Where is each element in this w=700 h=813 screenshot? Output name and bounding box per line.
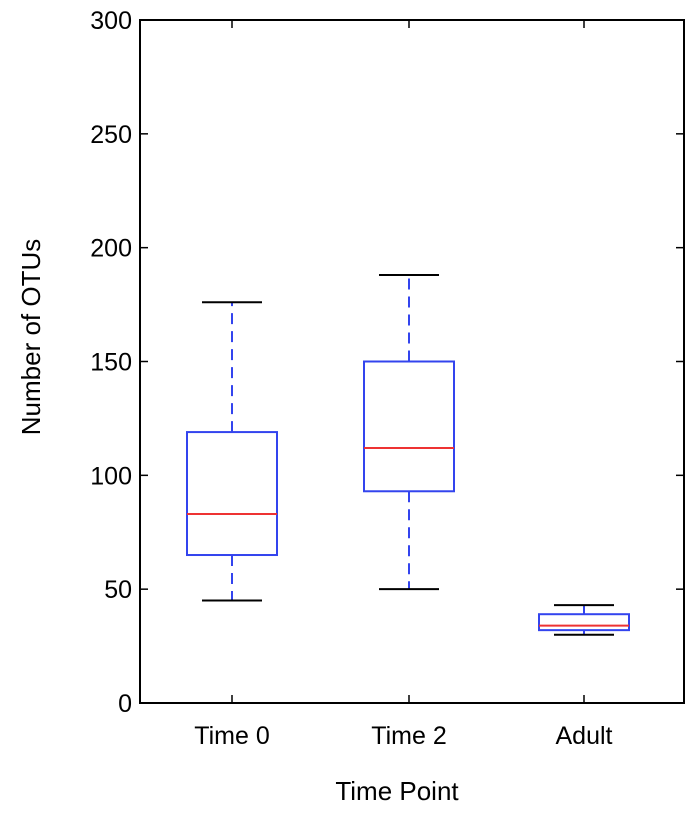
x-axis-ticks: Time 0 Time 2 Adult	[194, 20, 613, 750]
y-tick-label: 50	[104, 576, 132, 604]
x-axis-label: Time Point	[335, 776, 459, 806]
iqr-box	[186, 431, 278, 557]
iqr-box	[538, 613, 630, 632]
y-axis-label: Number of OTUs	[16, 239, 46, 436]
x-tick-label: Time 0	[194, 722, 269, 750]
y-axis-ticks: 0 50 100 150 200 250 300	[90, 7, 684, 718]
x-tick-label: Time 2	[371, 722, 446, 750]
box-time-0	[186, 301, 278, 602]
y-tick-label: 0	[118, 690, 132, 718]
x-tick-label: Adult	[556, 722, 613, 750]
y-tick-label: 100	[90, 462, 132, 490]
box-series	[186, 273, 630, 636]
y-tick-label: 300	[90, 7, 132, 35]
y-tick-label: 250	[90, 121, 132, 149]
box-time-2	[363, 273, 455, 591]
iqr-box	[363, 360, 455, 493]
y-tick-label: 200	[90, 235, 132, 263]
box-adult	[538, 604, 630, 636]
y-tick-label: 150	[90, 349, 132, 377]
